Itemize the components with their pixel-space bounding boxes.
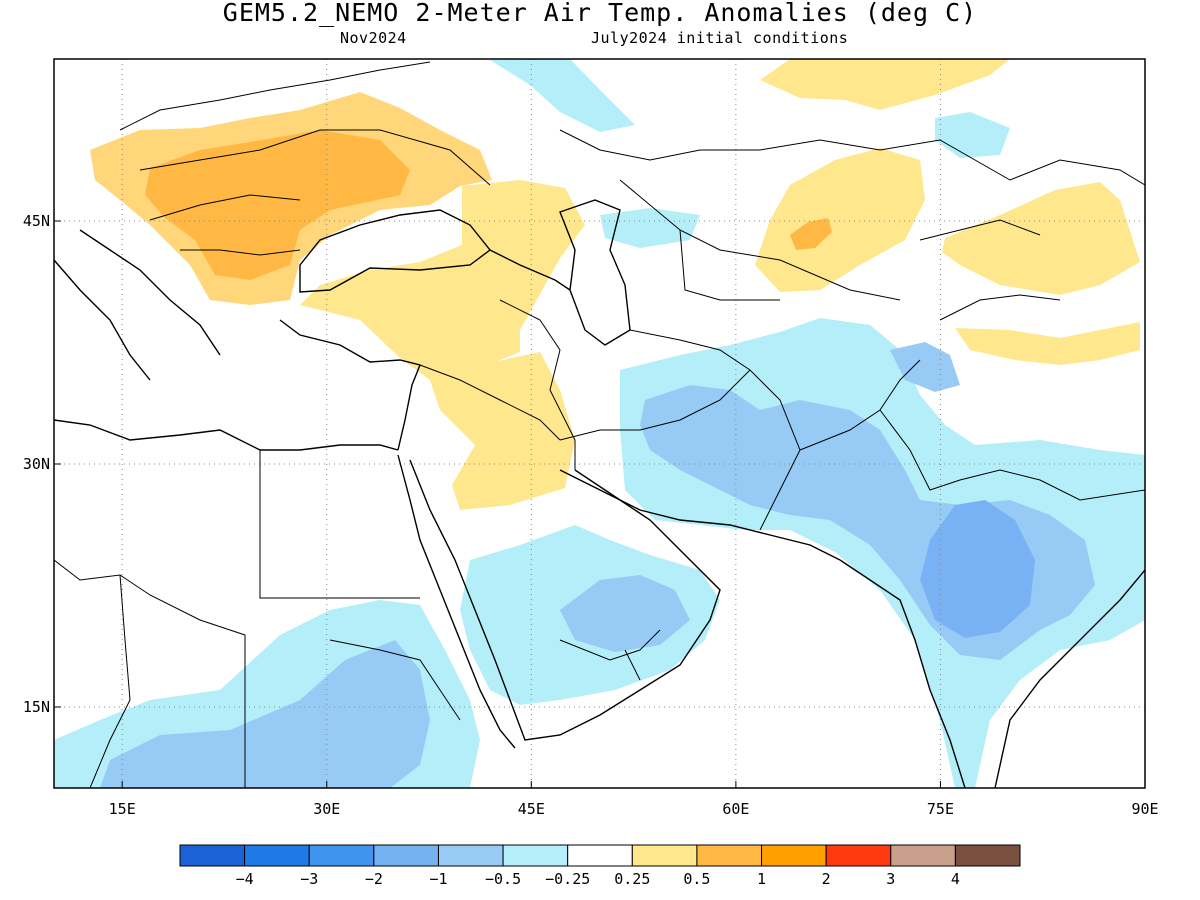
anomaly-region <box>890 342 960 392</box>
colorbar-swatch <box>890 844 956 867</box>
country-border <box>259 450 420 599</box>
lon-tick-label: 90E <box>1131 800 1158 818</box>
lat-tick-label: 30N <box>23 455 50 473</box>
colorbar-label: 0.25 <box>614 870 650 888</box>
adriatic-coast <box>79 229 221 356</box>
colorbar-label: 0.5 <box>683 870 710 888</box>
colorbar-swatch <box>825 844 892 867</box>
colorbar-label: −0.5 <box>485 870 521 888</box>
colorbar-label: −3 <box>300 870 318 888</box>
colorbar-swatch <box>179 844 246 867</box>
country-border <box>879 409 1145 501</box>
colorbar-swatch <box>373 844 439 867</box>
country-border <box>559 129 1145 186</box>
colorbar-label: 1 <box>757 870 766 888</box>
north-africa-coast <box>54 419 399 451</box>
country-border <box>119 61 431 131</box>
borders <box>54 61 1145 788</box>
colorbar <box>179 844 1021 867</box>
country-border <box>939 294 1061 321</box>
country-border <box>559 369 751 441</box>
map-grid <box>54 59 1145 788</box>
anomaly-region <box>100 640 430 788</box>
anomaly-region <box>145 130 410 280</box>
anomaly-region <box>430 352 575 510</box>
country-border <box>619 179 901 301</box>
colorbar-label: −2 <box>365 870 383 888</box>
map-title: GEM5.2_NEMO 2-Meter Air Temp. Anomalies … <box>222 0 978 27</box>
anomaly-region <box>790 218 832 250</box>
anomaly-region <box>935 112 1010 158</box>
country-border <box>89 574 131 788</box>
india-coast <box>839 559 1145 788</box>
country-border <box>624 649 641 681</box>
anomaly-region <box>490 59 635 132</box>
colorbar-label: 3 <box>886 870 895 888</box>
colorbar-labels: −4 −3 −2 −1 −0.5 −0.25 0.25 0.5 1 2 3 4 <box>236 870 960 888</box>
anomaly-region <box>600 208 700 248</box>
country-border <box>499 299 576 470</box>
anomaly-region <box>920 500 1035 638</box>
colorbar-label: 2 <box>822 870 831 888</box>
lon-tick-label: 15E <box>109 800 136 818</box>
caucasus-border <box>489 249 571 291</box>
country-border <box>139 129 491 186</box>
colorbar-label: −4 <box>236 870 254 888</box>
red-sea-west-coast <box>397 454 516 749</box>
anomaly-region <box>942 182 1140 295</box>
lon-tick-label: 45E <box>518 800 545 818</box>
longitude-labels: 15E 30E 45E 60E 75E 90E <box>109 800 1159 818</box>
lat-tick-label: 15N <box>23 698 50 716</box>
country-border <box>180 249 301 256</box>
forecast-month: Nov2024 <box>340 29 407 47</box>
country-border <box>419 364 561 441</box>
colorbar-swatch <box>631 844 698 867</box>
colorbar-swatch <box>761 844 827 867</box>
colorbar-swatch <box>244 844 310 867</box>
colorbar-swatch <box>502 844 569 867</box>
colorbar-label: 4 <box>951 870 960 888</box>
lat-tick-label: 45N <box>23 212 50 230</box>
country-border <box>629 329 801 531</box>
colorbar-label: −0.25 <box>545 870 590 888</box>
lon-tick-label: 75E <box>927 800 954 818</box>
iran-coast <box>559 469 841 561</box>
colorbar-label: −1 <box>429 870 447 888</box>
lon-tick-label: 60E <box>722 800 749 818</box>
country-border <box>54 559 246 788</box>
colorbar-swatch <box>696 844 763 867</box>
colorbar-swatch <box>308 844 375 867</box>
latitude-labels: 15N 30N 45N <box>23 212 50 716</box>
colorbar-swatch <box>954 844 1021 867</box>
country-border <box>329 639 461 721</box>
italy-coast <box>54 259 151 381</box>
latitude-ticks <box>54 220 61 708</box>
arabian-peninsula-coast <box>409 459 721 741</box>
anomaly-shading <box>54 59 1145 788</box>
colorbar-swatch <box>567 844 633 867</box>
longitude-ticks <box>121 781 1146 788</box>
country-border <box>919 219 1041 241</box>
coastlines <box>54 199 1145 788</box>
country-border <box>679 229 780 301</box>
initial-conditions: July2024 initial conditions <box>591 29 849 47</box>
anomaly-region <box>300 180 585 380</box>
country-border <box>149 194 301 221</box>
anomaly-region <box>955 322 1140 365</box>
country-border <box>559 629 661 661</box>
colorbar-swatch <box>437 844 504 867</box>
anomaly-region <box>760 59 1010 110</box>
lon-tick-label: 30E <box>313 800 340 818</box>
map-frame <box>53 58 1146 789</box>
anomaly-region <box>755 148 925 292</box>
levant-coast <box>279 319 421 451</box>
